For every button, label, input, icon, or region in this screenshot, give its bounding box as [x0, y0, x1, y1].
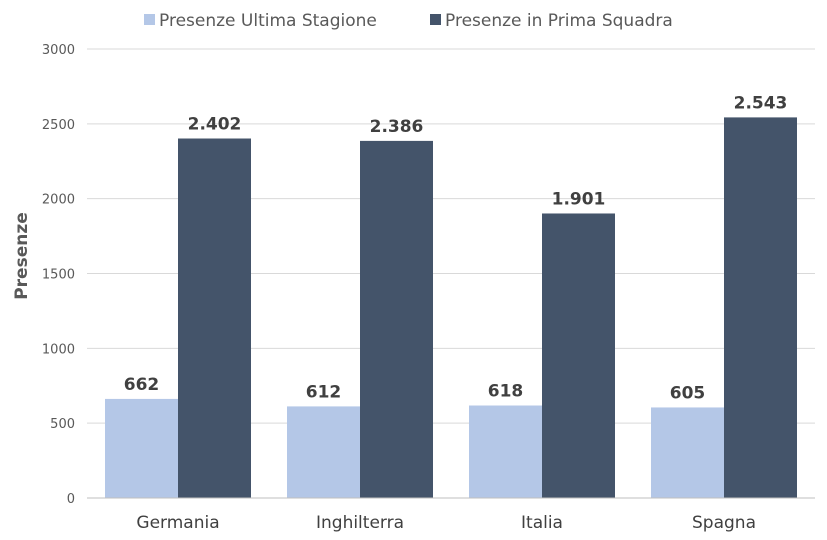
y-axis-ticks: 0 500 1000 1500 2000 2500 3000	[42, 43, 75, 507]
y-tick-label: 500	[50, 417, 75, 432]
bar-ultima-stagione	[651, 407, 724, 498]
legend-swatch-ultima-stagione	[144, 14, 155, 25]
data-label: 2.543	[734, 93, 788, 113]
bar-prima-squadra	[542, 213, 615, 498]
legend-label-ultima-stagione: Presenze Ultima Stagione	[159, 11, 377, 31]
legend: Presenze Ultima Stagione Presenze in Pri…	[144, 11, 673, 31]
data-label: 2.386	[370, 117, 424, 137]
data-label: 605	[670, 383, 706, 403]
data-label: 662	[124, 375, 160, 395]
y-tick-label: 3000	[42, 43, 75, 58]
y-axis-title: Presenze	[12, 212, 32, 300]
data-labels: 662 2.402 612 2.386 618 1.901 605 2.543	[124, 93, 788, 403]
bar-prima-squadra	[724, 117, 797, 498]
x-category-label: Italia	[521, 513, 563, 533]
y-tick-label: 0	[67, 492, 75, 507]
bar-prima-squadra	[178, 138, 251, 498]
legend-swatch-prima-squadra	[430, 14, 441, 25]
bar-prima-squadra	[360, 140, 433, 499]
x-category-label: Inghilterra	[316, 513, 404, 533]
data-label: 1.901	[552, 189, 606, 209]
data-label: 612	[306, 382, 342, 402]
bars	[105, 117, 797, 499]
y-tick-label: 1000	[42, 342, 75, 357]
bar-ultima-stagione	[287, 406, 360, 498]
x-category-label: Spagna	[692, 513, 756, 533]
bar-ultima-stagione	[469, 405, 542, 498]
x-axis-categories: Germania Inghilterra Italia Spagna	[136, 513, 756, 533]
x-category-label: Germania	[136, 513, 219, 533]
y-tick-label: 2500	[42, 118, 75, 133]
data-label: 2.402	[188, 115, 242, 135]
y-tick-label: 2000	[42, 193, 75, 208]
data-label: 618	[488, 382, 524, 402]
bar-ultima-stagione	[105, 398, 178, 498]
legend-label-prima-squadra: Presenze in Prima Squadra	[445, 11, 673, 31]
y-tick-label: 1500	[42, 268, 75, 283]
